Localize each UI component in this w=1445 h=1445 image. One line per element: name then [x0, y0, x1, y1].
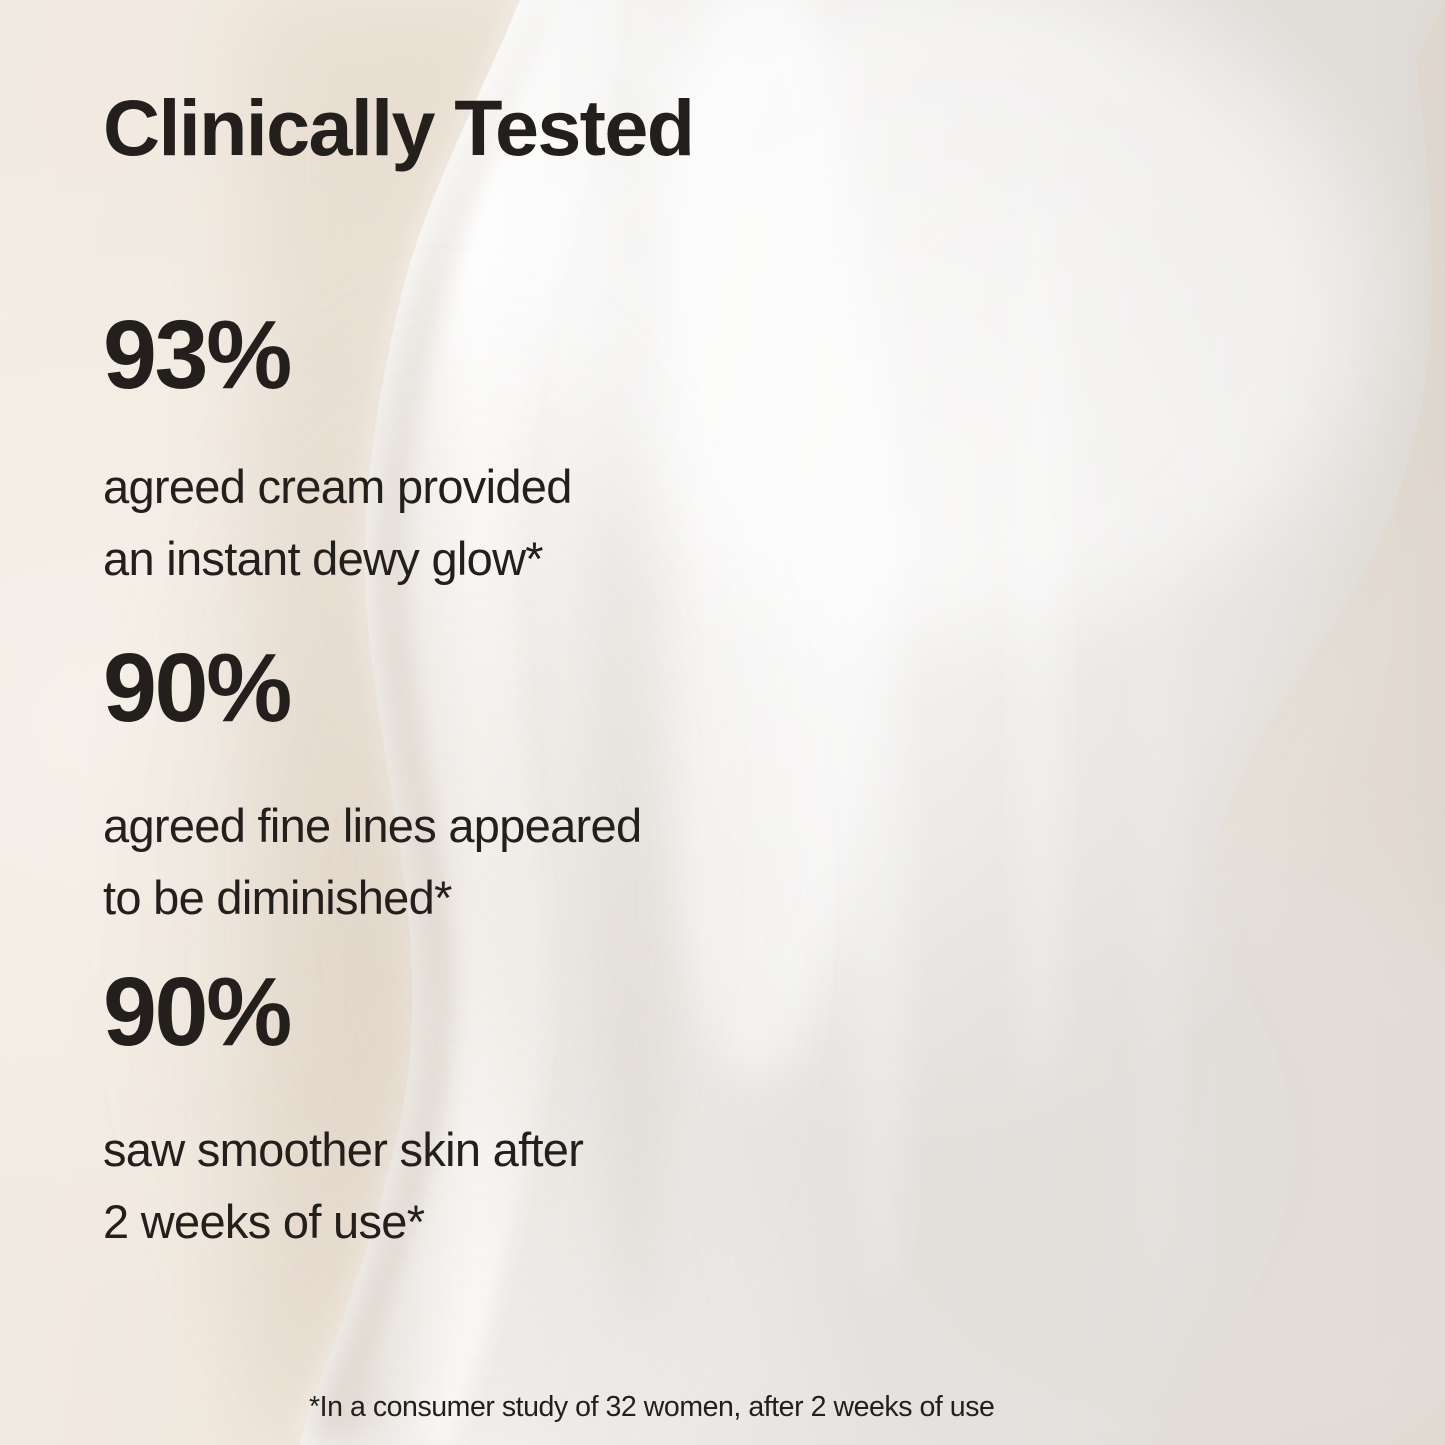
stat-description-2-line-1: agreed fine lines appeared	[103, 799, 642, 852]
stat-value-3: 90%	[103, 957, 292, 1066]
stat-description-1-line-2: an instant dewy glow*	[103, 532, 544, 585]
stat-block-1: 93% agreed cream provided an instant dew…	[103, 306, 572, 595]
stat-description-3-line-1: saw smoother skin after	[103, 1123, 584, 1176]
study-footnote: *In a consumer study of 32 women, after …	[309, 1391, 995, 1423]
stat-description-1-line-1: agreed cream provided	[103, 460, 572, 513]
stat-description-3-line-2: 2 weeks of use*	[103, 1195, 425, 1248]
stat-value-1: 93%	[103, 300, 292, 409]
stat-description-2-line-2: to be diminished*	[103, 871, 452, 924]
stat-value-2: 90%	[103, 633, 292, 742]
stat-block-2: 90% agreed fine lines appeared to be dim…	[103, 633, 642, 934]
page-title: Clinically Tested	[103, 83, 695, 172]
stat-block-3: 90% saw smoother skin after 2 weeks of u…	[103, 957, 584, 1258]
